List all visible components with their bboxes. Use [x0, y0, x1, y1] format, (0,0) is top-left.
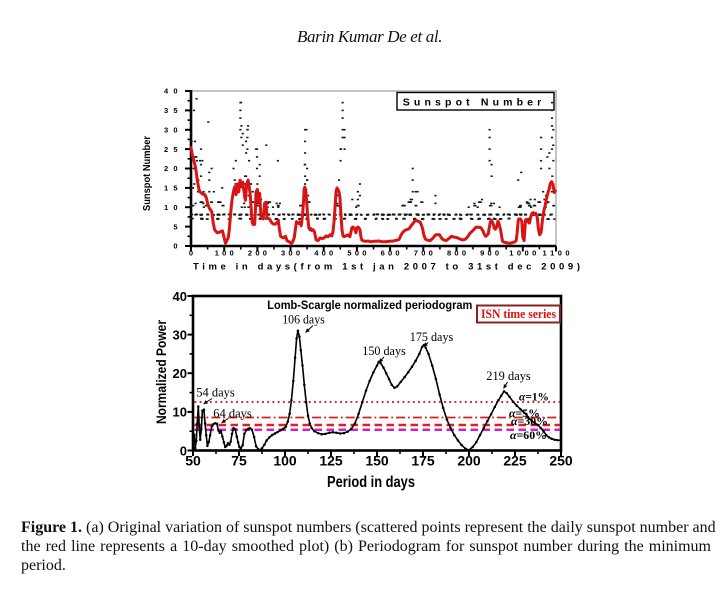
svg-text:225: 225	[503, 453, 527, 469]
svg-text:4 0: 4 0	[164, 87, 178, 96]
svg-text:40: 40	[173, 289, 187, 304]
svg-text:3 5: 3 5	[164, 106, 178, 115]
svg-text:α=1%: α=1%	[519, 392, 549, 404]
svg-text:9 0 0: 9 0 0	[480, 249, 499, 258]
svg-text:2 5: 2 5	[164, 145, 178, 154]
svg-text:Sunspot Number: Sunspot Number	[141, 136, 153, 211]
svg-text:5: 5	[173, 222, 177, 231]
svg-text:1 0 0: 1 0 0	[215, 249, 234, 258]
svg-text:2 0: 2 0	[164, 164, 178, 173]
svg-text:4 0 0: 4 0 0	[314, 249, 333, 258]
svg-text:Lomb-Scargle normalized period: Lomb-Scargle normalized periodogram	[267, 300, 472, 312]
svg-text:Normalized Power: Normalized Power	[153, 320, 169, 424]
svg-text:6 0 0: 6 0 0	[381, 249, 400, 258]
svg-text:3 0 0: 3 0 0	[281, 249, 300, 258]
svg-text:0: 0	[189, 249, 193, 258]
svg-text:ISN time series: ISN time series	[481, 306, 556, 321]
svg-text:7 0 0: 7 0 0	[414, 249, 433, 258]
svg-text:0: 0	[180, 443, 187, 458]
svg-text:250: 250	[549, 453, 573, 469]
svg-text:5 0 0: 5 0 0	[347, 249, 366, 258]
svg-text:1 1 0 0: 1 1 0 0	[543, 249, 570, 258]
svg-text:100: 100	[273, 453, 297, 469]
svg-text:175 days: 175 days	[410, 330, 454, 344]
svg-text:2 0 0: 2 0 0	[248, 249, 267, 258]
svg-text:3 0: 3 0	[164, 125, 178, 134]
svg-text:0: 0	[173, 242, 177, 251]
svg-text:20: 20	[173, 366, 187, 381]
svg-text:75: 75	[231, 453, 247, 469]
svg-text:1 5: 1 5	[164, 184, 178, 193]
svg-text:219 days: 219 days	[486, 369, 531, 383]
svg-text:150: 150	[365, 453, 389, 469]
svg-text:1 0 0 0: 1 0 0 0	[509, 249, 536, 258]
svg-text:54 days: 54 days	[196, 386, 235, 400]
svg-text:125: 125	[319, 453, 343, 469]
svg-text:64 days: 64 days	[213, 406, 252, 420]
svg-text:30: 30	[173, 327, 187, 342]
svg-text:α=60%: α=60%	[510, 430, 547, 442]
svg-text:200: 200	[457, 453, 481, 469]
svg-text:50: 50	[185, 453, 201, 469]
svg-text:1 0: 1 0	[164, 203, 178, 212]
svg-text:Period in days: Period in days	[327, 474, 415, 491]
svg-text:150 days: 150 days	[362, 344, 406, 358]
svg-text:175: 175	[411, 453, 435, 469]
svg-text:106 days: 106 days	[282, 312, 325, 326]
svg-text:Time in days(from 1st jan 2007: Time in days(from 1st jan 2007 to 31st d…	[193, 262, 580, 273]
svg-text:10: 10	[173, 405, 187, 420]
svg-text:8 0 0: 8 0 0	[447, 249, 466, 258]
